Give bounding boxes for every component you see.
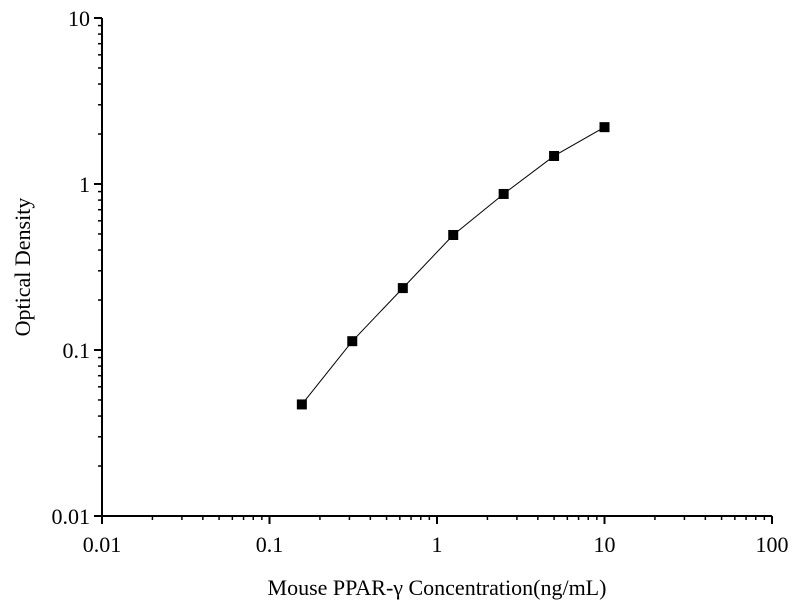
x-tick-label: 0.01 bbox=[83, 532, 122, 557]
data-point bbox=[599, 122, 610, 133]
y-tick-label: 10 bbox=[68, 6, 90, 31]
x-tick-label: 100 bbox=[756, 532, 789, 557]
x-tick-label: 1 bbox=[432, 532, 443, 557]
x-tick-label: 10 bbox=[594, 532, 616, 557]
data-point bbox=[448, 229, 459, 240]
y-tick-label: 1 bbox=[79, 172, 90, 197]
data-point bbox=[498, 188, 509, 199]
data-point bbox=[347, 336, 358, 347]
series-line bbox=[301, 126, 605, 405]
x-tick-label: 0.1 bbox=[256, 532, 284, 557]
y-tick-label: 0.01 bbox=[52, 504, 91, 529]
y-tick-label: 0.1 bbox=[63, 338, 91, 363]
data-point bbox=[296, 399, 307, 410]
y-axis-label: Optical Density bbox=[10, 198, 35, 337]
data-point bbox=[397, 283, 408, 294]
x-axis-label: Mouse PPAR-γ Concentration(ng/mL) bbox=[268, 575, 607, 600]
data-point bbox=[549, 150, 560, 161]
